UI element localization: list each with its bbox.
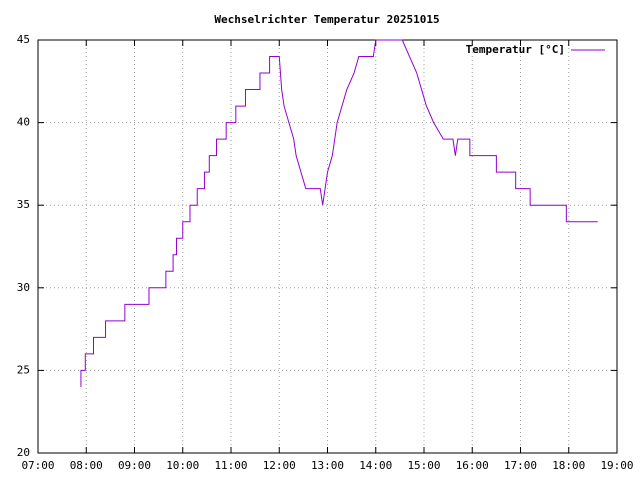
legend-label: Temperatur [°C] xyxy=(466,43,565,56)
x-tick-label: 14:00 xyxy=(359,459,392,472)
marks-layer xyxy=(37,39,618,454)
x-tick-label: 16:00 xyxy=(456,459,489,472)
x-tick-label: 11:00 xyxy=(214,459,247,472)
y-tick-label: 25 xyxy=(17,363,30,376)
x-tick-label: 13:00 xyxy=(311,459,344,472)
x-tick-label: 15:00 xyxy=(407,459,440,472)
y-tick-label: 40 xyxy=(17,116,30,129)
x-tick-label: 12:00 xyxy=(263,459,296,472)
x-tick-label: 17:00 xyxy=(504,459,537,472)
x-tick-label: 18:00 xyxy=(552,459,585,472)
chart-title: Wechselrichter Temperatur 20251015 xyxy=(214,13,439,26)
x-tick-label: 08:00 xyxy=(70,459,103,472)
data-line xyxy=(80,39,598,387)
y-tick-label: 35 xyxy=(17,198,30,211)
x-tick-label: 09:00 xyxy=(118,459,151,472)
y-tick-label: 45 xyxy=(17,33,30,46)
x-tick-label: 10:00 xyxy=(166,459,199,472)
x-tick-label: 07:00 xyxy=(21,459,54,472)
x-tick-label: 19:00 xyxy=(600,459,633,472)
y-tick-label: 30 xyxy=(17,281,30,294)
y-tick-label: 20 xyxy=(17,446,30,459)
